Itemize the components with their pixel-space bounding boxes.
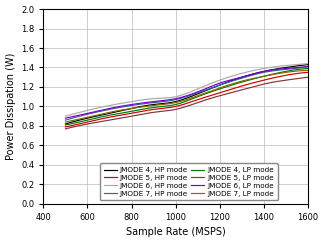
Line: JMODE 7, HP mode: JMODE 7, HP mode <box>65 67 308 120</box>
Line: JMODE 4, HP mode: JMODE 4, HP mode <box>65 65 308 124</box>
JMODE 4, LP mode <box>64 123 68 126</box>
JMODE 4, HP mode <box>64 122 68 125</box>
JMODE 4, HP mode <box>207 88 211 91</box>
JMODE 7, LP mode <box>207 90 211 93</box>
JMODE 7, LP mode <box>208 90 212 93</box>
JMODE 4, LP mode <box>207 91 211 94</box>
JMODE 5, LP mode <box>306 76 310 79</box>
Legend: JMODE 4, HP mode, JMODE 5, HP mode, JMODE 6, HP mode, JMODE 7, HP mode, JMODE 4,: JMODE 4, HP mode, JMODE 5, HP mode, JMOD… <box>100 163 278 200</box>
JMODE 5, HP mode <box>64 125 68 128</box>
JMODE 5, HP mode <box>64 125 67 128</box>
JMODE 6, LP mode <box>64 117 68 120</box>
JMODE 7, LP mode <box>212 88 216 91</box>
JMODE 6, HP mode <box>283 64 287 67</box>
JMODE 4, LP mode <box>64 123 67 126</box>
JMODE 5, HP mode <box>208 94 212 97</box>
X-axis label: Sample Rate (MSPS): Sample Rate (MSPS) <box>126 227 226 237</box>
JMODE 6, HP mode <box>64 114 68 117</box>
JMODE 6, HP mode <box>306 62 310 65</box>
JMODE 5, LP mode <box>283 79 287 82</box>
JMODE 7, LP mode <box>306 69 310 72</box>
JMODE 7, HP mode <box>64 118 68 121</box>
JMODE 4, LP mode <box>208 91 212 94</box>
JMODE 4, HP mode <box>212 86 216 89</box>
JMODE 5, LP mode <box>64 127 68 130</box>
JMODE 7, LP mode <box>64 121 67 123</box>
JMODE 6, LP mode <box>283 67 287 70</box>
Line: JMODE 6, HP mode: JMODE 6, HP mode <box>65 64 308 116</box>
JMODE 7, HP mode <box>212 86 216 88</box>
JMODE 7, HP mode <box>64 119 67 122</box>
JMODE 4, HP mode <box>283 66 287 69</box>
JMODE 4, LP mode <box>306 67 310 70</box>
JMODE 4, HP mode <box>268 69 272 72</box>
JMODE 6, LP mode <box>268 69 272 72</box>
Line: JMODE 6, LP mode: JMODE 6, LP mode <box>65 67 308 118</box>
JMODE 7, HP mode <box>268 70 272 73</box>
JMODE 6, HP mode <box>64 115 67 118</box>
JMODE 4, LP mode <box>212 89 216 92</box>
JMODE 4, HP mode <box>306 63 310 66</box>
Line: JMODE 5, LP mode: JMODE 5, LP mode <box>65 77 308 129</box>
Line: JMODE 4, LP mode: JMODE 4, LP mode <box>65 69 308 125</box>
JMODE 7, HP mode <box>208 87 212 90</box>
JMODE 5, HP mode <box>268 77 272 80</box>
JMODE 5, LP mode <box>64 127 67 130</box>
JMODE 4, HP mode <box>208 87 212 90</box>
JMODE 5, HP mode <box>212 93 216 96</box>
JMODE 7, HP mode <box>306 65 310 68</box>
JMODE 7, HP mode <box>283 68 287 71</box>
JMODE 5, HP mode <box>306 71 310 74</box>
Line: JMODE 5, HP mode: JMODE 5, HP mode <box>65 72 308 127</box>
JMODE 6, LP mode <box>208 85 212 88</box>
Y-axis label: Power Dissipation (W): Power Dissipation (W) <box>6 53 16 160</box>
JMODE 4, LP mode <box>283 70 287 73</box>
JMODE 6, LP mode <box>306 65 310 68</box>
JMODE 5, HP mode <box>207 95 211 97</box>
Line: JMODE 7, LP mode: JMODE 7, LP mode <box>65 70 308 122</box>
JMODE 5, LP mode <box>268 81 272 84</box>
JMODE 7, LP mode <box>64 121 68 123</box>
JMODE 6, HP mode <box>207 83 211 86</box>
JMODE 5, LP mode <box>208 97 212 100</box>
JMODE 6, LP mode <box>212 84 216 87</box>
JMODE 6, LP mode <box>64 117 67 120</box>
JMODE 6, HP mode <box>208 82 212 85</box>
JMODE 7, HP mode <box>207 87 211 90</box>
JMODE 6, LP mode <box>207 86 211 89</box>
JMODE 4, LP mode <box>268 73 272 76</box>
JMODE 6, HP mode <box>212 81 216 84</box>
JMODE 4, HP mode <box>64 122 67 125</box>
JMODE 7, LP mode <box>283 71 287 74</box>
JMODE 5, LP mode <box>212 96 216 99</box>
JMODE 7, LP mode <box>268 74 272 77</box>
JMODE 6, HP mode <box>268 66 272 69</box>
JMODE 5, HP mode <box>283 74 287 77</box>
JMODE 5, LP mode <box>207 97 211 100</box>
